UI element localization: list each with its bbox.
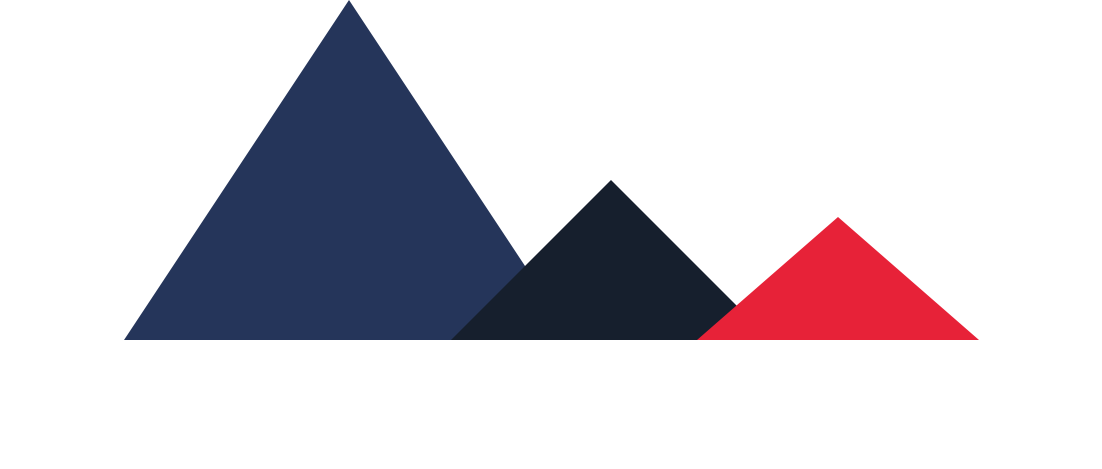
medium-dark-peak (451, 180, 771, 340)
large-navy-peak (124, 0, 574, 340)
small-red-peak (697, 217, 979, 340)
